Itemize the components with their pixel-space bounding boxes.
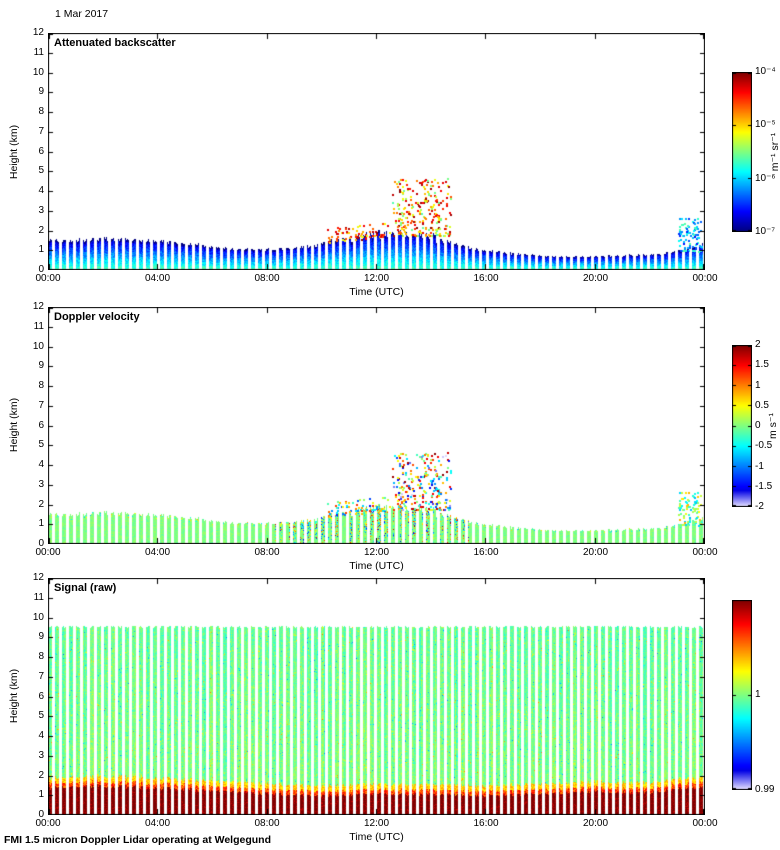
x-tick-label: 08:00 xyxy=(254,273,280,284)
panel-title-backscatter: Attenuated backscatter xyxy=(54,37,176,49)
y-tick-label: 6 xyxy=(38,419,44,431)
y-tick-label: 3 xyxy=(38,749,44,761)
x-tick-label: 20:00 xyxy=(582,273,609,284)
x-axis-label-signal: Time (UTC) xyxy=(349,831,404,843)
x-tick-label: 12:00 xyxy=(363,273,390,284)
colorbar-tick-label: 1 xyxy=(755,689,761,700)
x-axis-label-velocity: Time (UTC) xyxy=(349,560,404,572)
raw-signal-heatmap-canvas xyxy=(48,578,705,815)
colorbar-tick-label: 2 xyxy=(755,339,761,350)
y-tick-label: 1 xyxy=(38,518,44,530)
y-tick-label: 8 xyxy=(38,380,44,391)
y-tick-label: 9 xyxy=(38,86,44,98)
date-label: 1 Mar 2017 xyxy=(55,8,109,20)
y-tick-label: 3 xyxy=(38,478,44,490)
y-tick-label: 6 xyxy=(38,145,44,157)
x-tick-label: 20:00 xyxy=(582,818,609,829)
colorbar-tick-label: 0.5 xyxy=(755,399,769,411)
x-tick-label: 08:00 xyxy=(254,547,280,558)
colorbar-tick-label: -1.5 xyxy=(755,480,773,492)
y-tick-label: 9 xyxy=(38,360,44,372)
y-tick-label: 0 xyxy=(38,809,44,820)
colorbar-tick-label: 0.99 xyxy=(755,784,775,795)
backscatter-colorbar xyxy=(732,72,752,232)
y-tick-label: 1 xyxy=(38,789,44,801)
x-tick-label: 04:00 xyxy=(144,818,171,829)
x-tick-label: 00:00 xyxy=(35,547,61,558)
x-tick-label: 00:00 xyxy=(692,547,718,558)
y-tick-label: 4 xyxy=(38,459,44,470)
y-tick-label: 5 xyxy=(38,165,44,177)
y-tick-label: 0 xyxy=(38,264,44,275)
y-tick-label: 12 xyxy=(32,301,44,312)
x-tick-label: 08:00 xyxy=(254,818,280,829)
y-tick-label: 4 xyxy=(38,185,44,196)
y-tick-label: 9 xyxy=(38,631,44,643)
x-tick-label: 20:00 xyxy=(582,547,609,558)
x-tick-label: 00:00 xyxy=(35,273,61,284)
y-tick-label: 1 xyxy=(38,244,44,256)
signal-colorbar xyxy=(732,600,752,790)
velocity-colorbar xyxy=(732,345,752,507)
x-tick-label: 00:00 xyxy=(35,818,61,829)
colorbar-tick-label: 10⁻⁷ xyxy=(755,226,776,237)
colorbar-tick-label: 1 xyxy=(755,379,761,391)
y-tick-label: 0 xyxy=(38,538,44,549)
backscatter-heatmap-canvas xyxy=(48,33,705,270)
y-tick-label: 7 xyxy=(38,125,44,137)
colorbar-tick-label: -0.5 xyxy=(755,440,773,452)
y-tick-label: 12 xyxy=(32,572,44,583)
colorbar-tick-label: 10⁻⁵ xyxy=(755,119,776,131)
panel-title-velocity: Doppler velocity xyxy=(54,311,140,323)
y-tick-label: 8 xyxy=(38,106,44,117)
y-tick-label: 10 xyxy=(32,66,44,78)
y-tick-label: 11 xyxy=(33,320,44,332)
x-tick-label: 00:00 xyxy=(692,818,718,829)
y-tick-label: 2 xyxy=(38,224,44,236)
x-tick-label: 16:00 xyxy=(473,273,499,284)
y-tick-label: 10 xyxy=(32,611,44,623)
y-tick-label: 5 xyxy=(38,710,44,722)
y-tick-label: 5 xyxy=(38,439,44,451)
x-axis-label-backscatter: Time (UTC) xyxy=(349,286,404,298)
y-tick-label: 2 xyxy=(38,498,44,510)
y-tick-label: 7 xyxy=(38,670,44,682)
x-tick-label: 16:00 xyxy=(473,547,499,558)
colorbar-tick-label: 10⁻⁴ xyxy=(755,66,776,77)
x-tick-label: 04:00 xyxy=(144,547,171,558)
y-tick-label: 7 xyxy=(38,399,44,411)
doppler-velocity-heatmap-canvas xyxy=(48,307,705,544)
colorbar-tick-label: 10⁻⁶ xyxy=(755,172,776,184)
colorbar-tick-label: -1 xyxy=(755,460,764,472)
x-tick-label: 16:00 xyxy=(473,818,499,829)
instrument-credit-label: FMI 1.5 micron Doppler Lidar operating a… xyxy=(4,834,271,846)
colorbar-tick-label: 1.5 xyxy=(755,359,769,371)
y-tick-label: 4 xyxy=(38,730,44,741)
x-tick-label: 12:00 xyxy=(363,547,390,558)
y-tick-label: 3 xyxy=(38,204,44,216)
y-tick-label: 11 xyxy=(33,591,44,603)
y-tick-label: 2 xyxy=(38,769,44,781)
colorbar-tick-label: 0 xyxy=(755,420,761,431)
x-tick-label: 04:00 xyxy=(144,273,171,284)
panel-title-signal: Signal (raw) xyxy=(54,582,117,594)
x-tick-label: 00:00 xyxy=(692,273,718,284)
y-tick-label: 10 xyxy=(32,340,44,352)
x-tick-label: 12:00 xyxy=(363,818,390,829)
y-tick-label: 12 xyxy=(32,27,44,38)
y-tick-label: 6 xyxy=(38,690,44,702)
y-tick-label: 8 xyxy=(38,651,44,662)
colorbar-tick-label: -2 xyxy=(755,501,764,512)
colorbar-unit-label-backscatter: m⁻¹ sr⁻¹ xyxy=(769,132,780,172)
y-tick-label: 11 xyxy=(33,46,44,58)
